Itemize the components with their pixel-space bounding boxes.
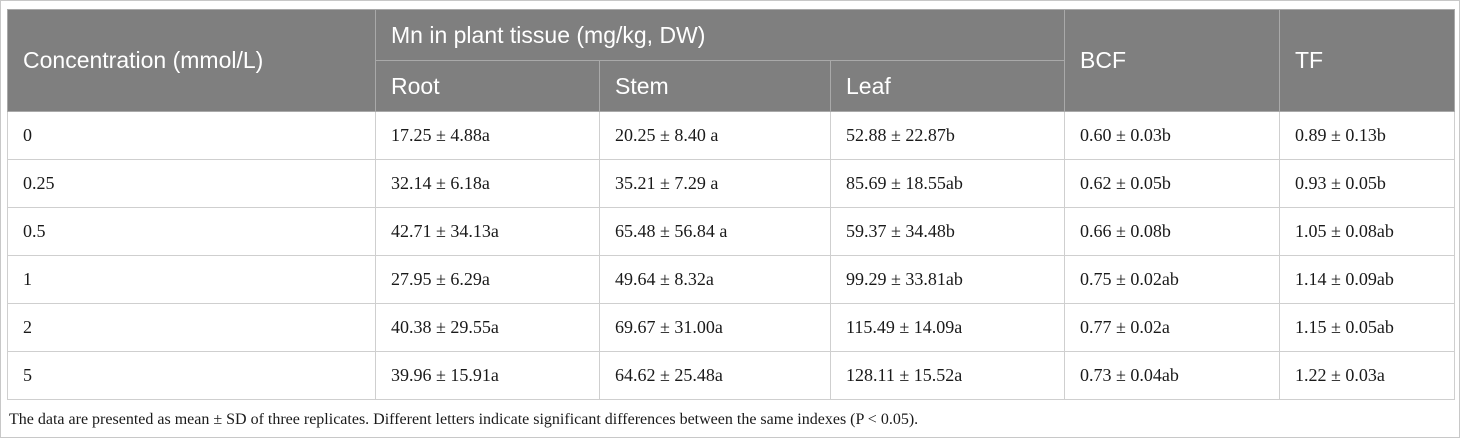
- header-bcf: BCF: [1064, 9, 1280, 112]
- header-root: Root: [375, 60, 600, 112]
- cell-stem: 65.48 ± 56.84 a: [599, 207, 831, 256]
- table-footnote: The data are presented as mean ± SD of t…: [9, 411, 919, 428]
- cell-root: 27.95 ± 6.29a: [375, 255, 600, 304]
- cell-leaf: 59.37 ± 34.48b: [830, 207, 1065, 256]
- cell-bcf: 0.66 ± 0.08b: [1064, 207, 1280, 256]
- cell-concentration: 5: [7, 351, 376, 400]
- cell-bcf: 0.75 ± 0.02ab: [1064, 255, 1280, 304]
- header-mn-group: Mn in plant tissue (mg/kg, DW): [375, 9, 1065, 61]
- cell-bcf: 0.60 ± 0.03b: [1064, 111, 1280, 160]
- cell-concentration: 0: [7, 111, 376, 160]
- cell-tf: 1.14 ± 0.09ab: [1279, 255, 1455, 304]
- cell-root: 40.38 ± 29.55a: [375, 303, 600, 352]
- cell-tf: 0.93 ± 0.05b: [1279, 159, 1455, 208]
- table-row: 5 39.96 ± 15.91a 64.62 ± 25.48a 128.11 ±…: [7, 351, 1455, 400]
- cell-tf: 0.89 ± 0.13b: [1279, 111, 1455, 160]
- table-row: 0.5 42.71 ± 34.13a 65.48 ± 56.84 a 59.37…: [7, 207, 1455, 256]
- data-table: Concentration (mmol/L) Mn in plant tissu…: [7, 9, 1455, 400]
- cell-root: 17.25 ± 4.88a: [375, 111, 600, 160]
- cell-stem: 20.25 ± 8.40 a: [599, 111, 831, 160]
- cell-root: 39.96 ± 15.91a: [375, 351, 600, 400]
- cell-tf: 1.15 ± 0.05ab: [1279, 303, 1455, 352]
- table-row: 0 17.25 ± 4.88a 20.25 ± 8.40 a 52.88 ± 2…: [7, 111, 1455, 160]
- header-concentration: Concentration (mmol/L): [7, 9, 376, 112]
- cell-stem: 35.21 ± 7.29 a: [599, 159, 831, 208]
- cell-bcf: 0.77 ± 0.02a: [1064, 303, 1280, 352]
- header-tf: TF: [1279, 9, 1455, 112]
- cell-stem: 49.64 ± 8.32a: [599, 255, 831, 304]
- cell-tf: 1.22 ± 0.03a: [1279, 351, 1455, 400]
- cell-concentration: 1: [7, 255, 376, 304]
- cell-stem: 69.67 ± 31.00a: [599, 303, 831, 352]
- cell-tf: 1.05 ± 0.08ab: [1279, 207, 1455, 256]
- header-stem: Stem: [599, 60, 831, 112]
- cell-root: 42.71 ± 34.13a: [375, 207, 600, 256]
- cell-concentration: 2: [7, 303, 376, 352]
- table-row: 0.25 32.14 ± 6.18a 35.21 ± 7.29 a 85.69 …: [7, 159, 1455, 208]
- table-row: 2 40.38 ± 29.55a 69.67 ± 31.00a 115.49 ±…: [7, 303, 1455, 352]
- cell-leaf: 128.11 ± 15.52a: [830, 351, 1065, 400]
- cell-concentration: 0.25: [7, 159, 376, 208]
- cell-root: 32.14 ± 6.18a: [375, 159, 600, 208]
- table-row: 1 27.95 ± 6.29a 49.64 ± 8.32a 99.29 ± 33…: [7, 255, 1455, 304]
- cell-concentration: 0.5: [7, 207, 376, 256]
- cell-stem: 64.62 ± 25.48a: [599, 351, 831, 400]
- cell-leaf: 52.88 ± 22.87b: [830, 111, 1065, 160]
- cell-leaf: 85.69 ± 18.55ab: [830, 159, 1065, 208]
- header-leaf: Leaf: [830, 60, 1065, 112]
- cell-leaf: 115.49 ± 14.09a: [830, 303, 1065, 352]
- cell-bcf: 0.73 ± 0.04ab: [1064, 351, 1280, 400]
- cell-bcf: 0.62 ± 0.05b: [1064, 159, 1280, 208]
- cell-leaf: 99.29 ± 33.81ab: [830, 255, 1065, 304]
